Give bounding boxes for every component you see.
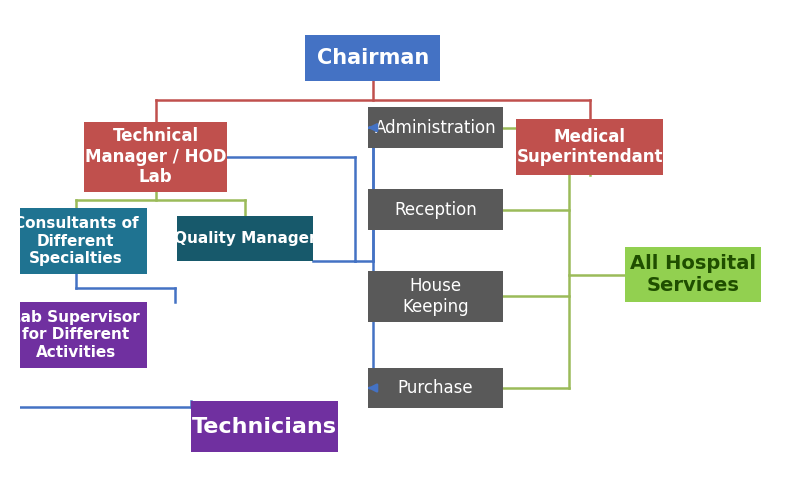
FancyBboxPatch shape — [367, 367, 503, 409]
FancyBboxPatch shape — [625, 247, 761, 303]
Text: Technicians: Technicians — [192, 416, 336, 437]
FancyBboxPatch shape — [367, 189, 503, 230]
Text: Medical
Superintendant: Medical Superintendant — [517, 128, 663, 166]
Text: Reception: Reception — [394, 201, 477, 219]
FancyBboxPatch shape — [516, 120, 663, 175]
Text: Administration: Administration — [374, 119, 496, 137]
Text: Consultants of
Different
Specialties: Consultants of Different Specialties — [14, 216, 138, 266]
Text: House
Keeping: House Keeping — [402, 277, 469, 316]
Text: Lab Supervisor
for Different
Activities: Lab Supervisor for Different Activities — [11, 310, 140, 360]
FancyBboxPatch shape — [84, 121, 227, 191]
FancyBboxPatch shape — [4, 208, 148, 274]
Text: All Hospital
Services: All Hospital Services — [630, 254, 756, 295]
Text: Technical
Manager / HOD
Lab: Technical Manager / HOD Lab — [85, 127, 227, 187]
Text: Chairman: Chairman — [316, 48, 429, 68]
FancyBboxPatch shape — [4, 303, 148, 367]
FancyBboxPatch shape — [367, 107, 503, 148]
FancyBboxPatch shape — [177, 216, 312, 261]
FancyBboxPatch shape — [367, 271, 503, 322]
FancyBboxPatch shape — [191, 401, 338, 452]
Text: Quality Manager: Quality Manager — [173, 231, 316, 246]
FancyBboxPatch shape — [304, 35, 440, 80]
Text: Purchase: Purchase — [398, 379, 473, 397]
